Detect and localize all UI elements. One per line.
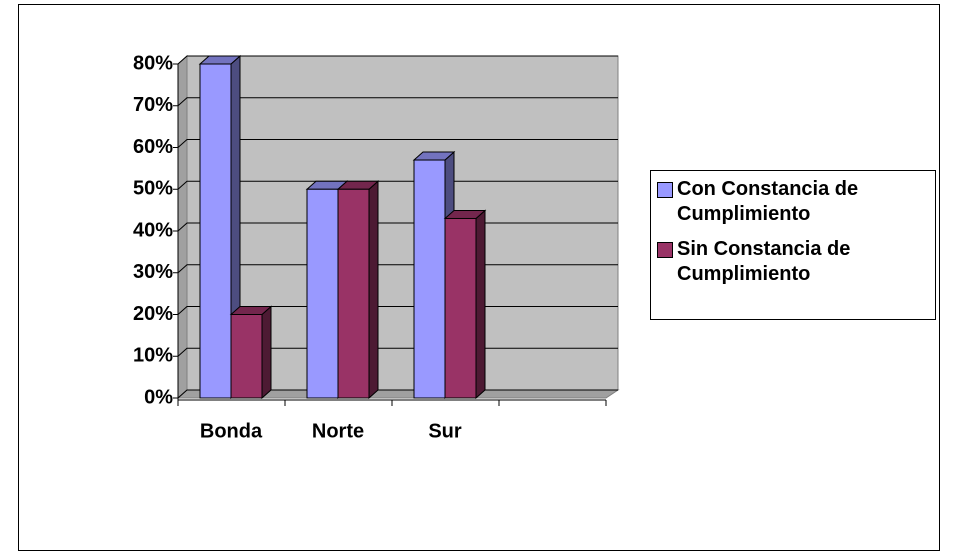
y-tick-label: 30% (133, 261, 173, 283)
legend-swatch (657, 242, 673, 258)
y-tick-label: 0% (144, 386, 173, 408)
y-tick-label: 70% (133, 94, 173, 116)
bar-side (475, 209, 486, 400)
bar-front (444, 217, 477, 399)
bar-front (337, 188, 370, 399)
bar-front (199, 63, 232, 399)
y-tick-label: 40% (133, 219, 173, 241)
bar (336, 180, 380, 400)
y-tick-label: 20% (133, 303, 173, 325)
grid-line (177, 97, 618, 107)
legend-swatch (657, 182, 673, 198)
grid-line (177, 139, 618, 148)
grid-line (177, 180, 618, 190)
x-tick-label: Norte (312, 420, 364, 442)
y-tick-label: 10% (133, 345, 173, 367)
bar-side (261, 305, 272, 400)
bar-side (368, 180, 379, 400)
legend-entry: Con Constancia de Cumplimiento (655, 177, 931, 227)
y-tick-label: 50% (133, 178, 173, 200)
grid-line (177, 55, 618, 65)
legend-label: Sin Constancia de Cumplimiento (677, 238, 851, 285)
legend-entry: Sin Constancia de Cumplimiento (655, 237, 931, 287)
bar (305, 180, 349, 400)
y-tick-label: 60% (133, 136, 173, 158)
bar (229, 305, 273, 400)
x-tick-label: Bonda (200, 420, 263, 442)
legend-label: Con Constancia de Cumplimiento (677, 178, 859, 225)
bar (443, 209, 487, 400)
y-tick-label: 80% (133, 52, 173, 74)
bar-front (306, 188, 339, 399)
bar-front (413, 159, 446, 399)
bar-front (230, 314, 263, 399)
x-tick-label: Sur (428, 420, 462, 442)
legend: Con Constancia de Cumplimiento Sin Consta… (650, 170, 936, 320)
